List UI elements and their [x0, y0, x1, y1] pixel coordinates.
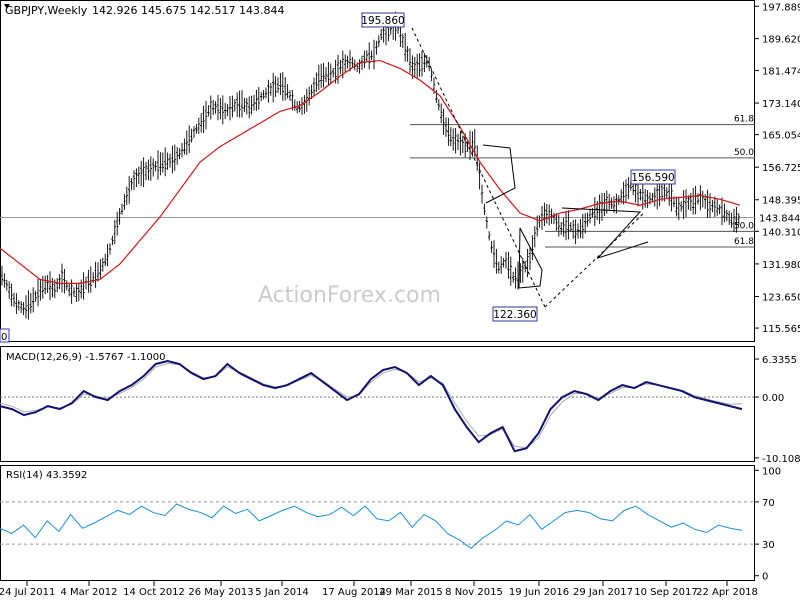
flag-pattern-1 [482, 144, 516, 204]
rsi-panel-frame [0, 465, 755, 581]
y-tick-label: 165.054 [762, 131, 800, 142]
y-tick-label: 115.565 [762, 324, 800, 335]
fib-level-label: 61.8 [734, 115, 754, 125]
last-price-label: 143.844 [759, 214, 800, 225]
x-tick-label: 26 May 2013 [188, 587, 253, 598]
swing-annotation-box [630, 169, 676, 185]
x-tick-label: 17 Aug 2014 [322, 587, 386, 598]
x-tick-label: 19 Jun 2016 [509, 587, 569, 598]
macd-title: MACD(12,26,9) -1.5767 -1.1000 [6, 352, 166, 363]
macd-signal-line [0, 362, 743, 449]
y-tick-label: 156.725 [762, 163, 800, 174]
chart-title: GBPJPY,Weekly [5, 4, 88, 17]
swing-annotation-label: 195.860 [361, 15, 404, 27]
y-tick-label: 189.620 [762, 35, 800, 46]
moving-average-line [0, 59, 741, 284]
rsi-y-tick-label: 70 [762, 498, 775, 509]
fib-level-label: 50.0 [734, 221, 754, 231]
x-tick-label: 24 Jul 2011 [0, 587, 55, 598]
x-tick-label: 5 Jan 2014 [255, 587, 309, 598]
rsi-line [0, 503, 743, 549]
x-tick-label: 4 Mar 2012 [60, 587, 117, 598]
x-tick-label: 10 Sep 2017 [634, 587, 697, 598]
edge-annotation-box [0, 328, 10, 343]
macd-panel: 6.3355 0.00 -10.1082 [0, 346, 800, 465]
watermark: ActionForex.com [258, 283, 441, 308]
rsi-y-tick-label: 30 [762, 540, 775, 551]
ohlc-readout: 142.926 145.675 142.517 143.844 [92, 4, 284, 17]
rsi-panel: 100 70 30 0 [0, 465, 781, 583]
price-panel-frame [0, 0, 755, 342]
y-tick-label: 123.650 [762, 292, 800, 303]
rsi-title: RSI(14) 43.3592 [6, 470, 87, 481]
macd-y-tick-label: 6.3355 [762, 355, 797, 366]
edge-annotation-label: 0 [1, 332, 7, 343]
macd-y-tick-label: -10.1082 [762, 454, 800, 465]
fib-level-label: 61.8 [734, 237, 754, 247]
y-tick-label: 148.395 [762, 196, 800, 207]
y-tick-label: 140.310 [762, 227, 800, 238]
last-price-box [756, 210, 800, 225]
rsi-y-tick-label: 100 [762, 466, 781, 477]
macd-y-tick-label: 0.00 [762, 393, 784, 404]
swing-annotation-label: 122.360 [493, 309, 536, 321]
macd-line [0, 359, 743, 453]
x-axis: 24 Jul 2011 4 Mar 2012 14 Oct 2012 26 May 2… [0, 581, 758, 598]
flag-pattern-2 [518, 227, 543, 289]
swing-annotation-label: 156.590 [631, 172, 674, 184]
x-tick-label: 29 Jan 2017 [573, 587, 633, 598]
fib-level-label: 50.0 [734, 148, 754, 158]
x-tick-label: 22 Apr 2018 [696, 587, 758, 598]
swing-annotation-box [361, 12, 405, 28]
swing-annotation-box [492, 306, 538, 322]
macd-panel-frame [0, 346, 755, 462]
price-panel: 197.889 189.620 181.474 173.140 165.054 156.7… [0, 0, 800, 343]
x-tick-label: 8 Nov 2015 [445, 587, 503, 598]
chart-menu-icon [4, 4, 10, 9]
x-tick-label: 14 Oct 2012 [123, 587, 185, 598]
y-tick-label: 173.140 [762, 99, 800, 110]
y-tick-label: 131.980 [762, 260, 800, 271]
dashed-trendline-up [544, 211, 646, 308]
y-tick-label: 181.474 [762, 66, 800, 77]
x-tick-label: 29 Mar 2015 [379, 587, 442, 598]
y-tick-label: 197.889 [762, 2, 800, 13]
rsi-y-tick-label: 0 [762, 572, 768, 583]
triangle-pattern [561, 207, 649, 260]
